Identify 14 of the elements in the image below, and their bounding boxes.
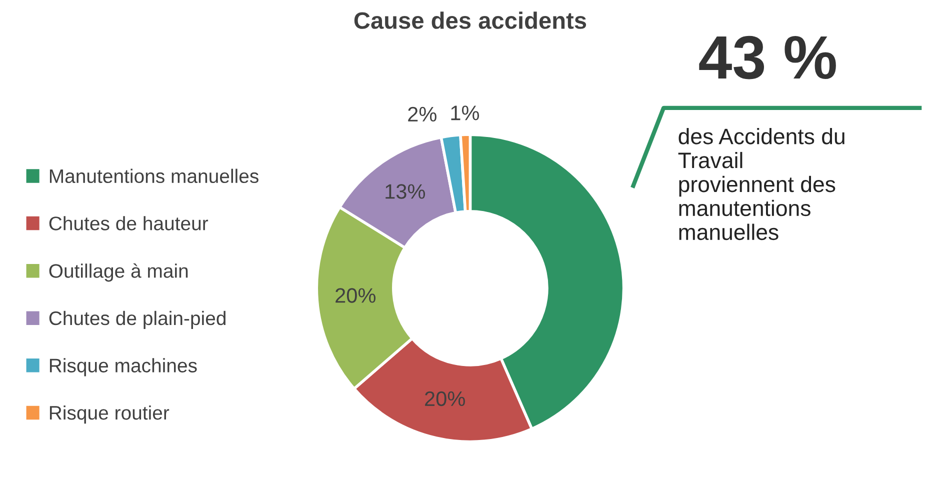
text: 43 %	[699, 36, 836, 80]
data-label: 20%	[425, 391, 465, 406]
text: des Accidents du Travail proviennent des manutentions manuelles	[678, 128, 844, 240]
legend-label: Chutes de hauteur	[49, 216, 208, 230]
chart-title: Cause des accidents	[354, 12, 586, 29]
data-label: 20%	[336, 288, 376, 303]
data-label: 13%	[386, 184, 425, 199]
legend-label: Risque routier	[50, 405, 170, 424]
data-label: 2%	[408, 106, 436, 122]
legend-label: Chutes de plain-pied	[49, 310, 226, 330]
data-label: 1%	[451, 106, 480, 120]
legend-label: Risque machines	[50, 358, 197, 376]
legend-label: Outillage à main	[49, 263, 188, 282]
legend-label: Manutentions manuelles	[50, 168, 258, 184]
